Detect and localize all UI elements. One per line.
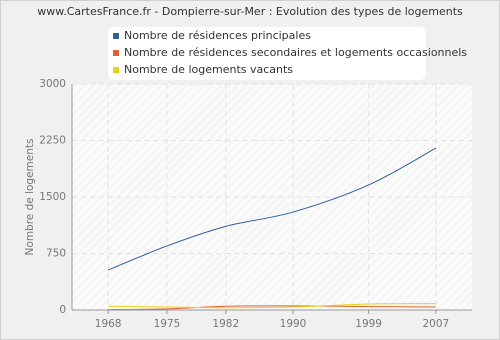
y-tick-label: 750	[46, 248, 66, 260]
x-tick-label: 1990	[280, 318, 307, 330]
x-tick-label: 1982	[212, 318, 239, 330]
y-tick-label: 3000	[39, 78, 66, 90]
legend-marker	[113, 50, 119, 56]
legend-label: Nombre de résidences principales	[124, 29, 311, 42]
y-tick-label: 2250	[39, 135, 66, 147]
x-tick-label: 1968	[95, 318, 122, 330]
legend-marker	[113, 67, 119, 73]
x-tick-label: 1975	[154, 318, 181, 330]
y-tick-label: 0	[59, 304, 66, 316]
chart-title: www.CartesFrance.fr - Dompierre-sur-Mer …	[37, 5, 463, 18]
x-tick-label: 1999	[355, 318, 382, 330]
series-line	[108, 303, 436, 309]
y-axis-label: Nombre de logements	[24, 139, 36, 256]
y-tick-label: 1500	[39, 191, 66, 203]
legend-label: Nombre de logements vacants	[124, 63, 293, 76]
legend	[108, 27, 426, 80]
legend-marker	[113, 33, 119, 39]
x-tick-label: 2007	[422, 318, 449, 330]
legend-label: Nombre de résidences secondaires et loge…	[124, 46, 467, 59]
series-line	[108, 305, 436, 311]
series-line	[107, 147, 437, 271]
